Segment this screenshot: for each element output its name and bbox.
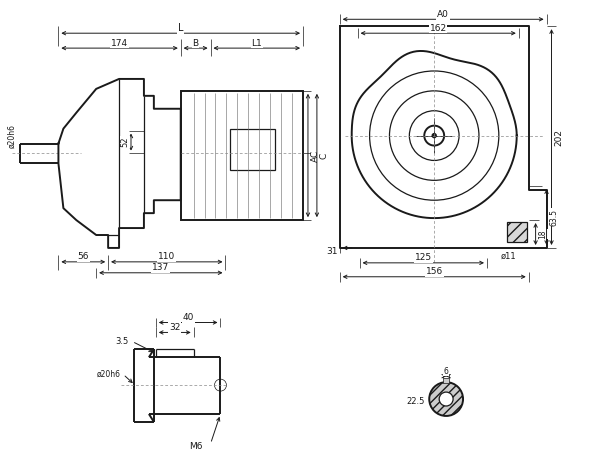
Circle shape xyxy=(429,382,463,416)
Text: AC: AC xyxy=(311,149,320,162)
Text: C: C xyxy=(319,152,328,159)
Text: 156: 156 xyxy=(425,267,443,276)
Text: 202: 202 xyxy=(554,128,563,146)
Text: A0: A0 xyxy=(437,10,449,19)
Text: 174: 174 xyxy=(111,39,128,48)
Text: 110: 110 xyxy=(158,252,175,261)
Text: 18: 18 xyxy=(538,229,547,239)
Text: 162: 162 xyxy=(430,24,447,33)
Text: 137: 137 xyxy=(152,264,169,273)
Text: 56: 56 xyxy=(77,252,89,261)
Text: 52: 52 xyxy=(121,137,130,147)
Bar xyxy=(443,378,449,383)
Circle shape xyxy=(439,392,453,406)
Text: L: L xyxy=(178,23,184,33)
Circle shape xyxy=(432,134,436,137)
Text: ø20h6: ø20h6 xyxy=(7,124,16,147)
Text: 63.5: 63.5 xyxy=(550,209,559,226)
Text: 6: 6 xyxy=(444,367,449,376)
Bar xyxy=(181,91,303,220)
Bar xyxy=(507,222,527,242)
Text: 125: 125 xyxy=(415,254,432,263)
Text: L1: L1 xyxy=(251,39,262,48)
Text: 31: 31 xyxy=(326,247,338,256)
Bar xyxy=(230,128,275,170)
Text: M6: M6 xyxy=(189,442,202,451)
Text: ø11: ø11 xyxy=(501,251,517,260)
Text: ø20h6: ø20h6 xyxy=(97,370,121,379)
Text: B: B xyxy=(193,39,199,48)
Text: 40: 40 xyxy=(182,313,194,322)
Text: 32: 32 xyxy=(169,323,181,332)
Text: 3.5: 3.5 xyxy=(116,337,129,346)
Text: 22.5: 22.5 xyxy=(406,397,424,406)
